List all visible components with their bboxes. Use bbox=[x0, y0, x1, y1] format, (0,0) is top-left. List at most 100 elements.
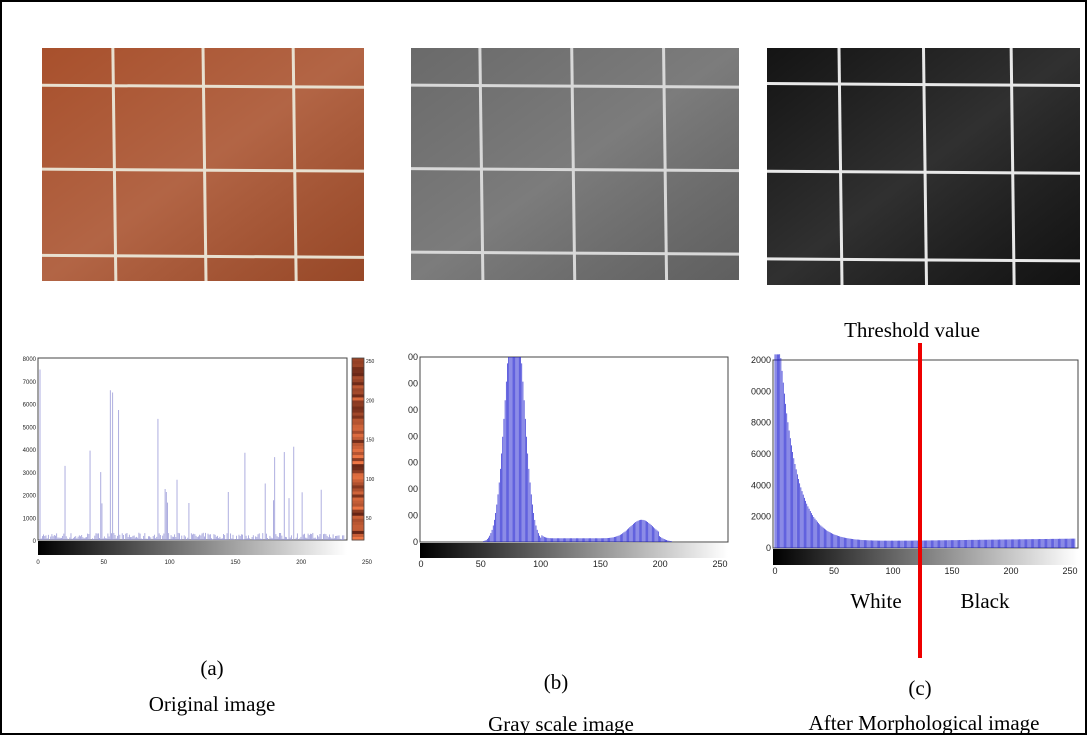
colorbar-stripe bbox=[352, 418, 364, 423]
x-tick-label: 0 bbox=[772, 566, 777, 576]
x-tick-label: 100 bbox=[165, 560, 176, 566]
colorbar-tick-label: 200 bbox=[366, 398, 375, 404]
colorbar-stripe bbox=[352, 436, 364, 441]
y-tick-label: 2000 bbox=[751, 512, 771, 522]
colorbar-stripe bbox=[352, 442, 364, 447]
grout bbox=[410, 167, 740, 173]
colorbar-stripe bbox=[352, 530, 364, 535]
plot-area bbox=[37, 357, 348, 541]
x-tick-label: 100 bbox=[885, 566, 900, 576]
colorbar-stripe bbox=[352, 367, 364, 371]
y-tick-label: 4000 bbox=[751, 480, 771, 490]
colorbar-stripe bbox=[352, 433, 364, 438]
histogram: 0 50 100 150 200 250 0 2000 4000 6000 8000 0000 2000 bbox=[751, 354, 1079, 576]
x-tick-label: 150 bbox=[593, 559, 608, 569]
x-tick-label: 250 bbox=[1062, 566, 1077, 576]
colorbar-stripe bbox=[352, 388, 364, 392]
colorbar-stripe bbox=[352, 461, 364, 465]
tile-photo bbox=[766, 47, 1081, 286]
grout bbox=[1009, 47, 1016, 286]
colorbar-stripe bbox=[352, 518, 364, 523]
panel-label: (b) bbox=[544, 670, 569, 694]
colorbar-stripe bbox=[352, 485, 364, 489]
panel-label: (a) bbox=[200, 656, 223, 680]
x-tick-label: 50 bbox=[100, 560, 107, 566]
colorbar-stripe bbox=[352, 376, 364, 380]
colorbar-stripe bbox=[352, 439, 364, 444]
colorbar-stripe bbox=[352, 445, 364, 450]
x-tick-label: 0 bbox=[418, 559, 423, 569]
y-tick-label: 4000 bbox=[23, 448, 37, 454]
x-tick-label: 50 bbox=[476, 559, 486, 569]
colorbar-stripe bbox=[352, 500, 364, 505]
colorbar-stripe bbox=[352, 406, 364, 411]
histogram: 0 50 100 150 200 250 0 1000 2000 3000 4000 5000 6000… bbox=[23, 357, 375, 566]
colorbar-frame bbox=[351, 357, 365, 541]
y-tick-label: 6000 bbox=[751, 449, 771, 459]
colorbar-stripe bbox=[352, 467, 364, 471]
tile-photo bbox=[41, 47, 365, 282]
grout bbox=[766, 257, 1081, 263]
x-tick-label: 0 bbox=[36, 560, 40, 566]
colorbar-stripe bbox=[352, 373, 364, 377]
panel-caption: Gray scale image bbox=[488, 712, 634, 735]
colorbar-stripe bbox=[352, 424, 364, 429]
colorbar-stripe bbox=[352, 482, 364, 486]
colorbar-stripe bbox=[352, 515, 364, 520]
y-tick-label: 0 bbox=[413, 537, 418, 547]
colorbar-stripe bbox=[352, 488, 364, 492]
colorbar-stripe bbox=[352, 403, 364, 408]
colorbar-stripe bbox=[352, 527, 364, 532]
colorbar-stripe bbox=[352, 421, 364, 426]
colorbar-stripe bbox=[352, 521, 364, 526]
y-tick-label: 8000 bbox=[23, 357, 37, 363]
x-tick-label: 150 bbox=[944, 566, 959, 576]
colorbar-stripe bbox=[352, 400, 364, 404]
plot-area bbox=[419, 356, 729, 543]
colorbar-stripe bbox=[352, 394, 364, 398]
colorbar-tick-label: 250 bbox=[366, 359, 375, 365]
colorbar-stripe bbox=[352, 455, 364, 459]
colorbar-stripe bbox=[352, 524, 364, 529]
colorbar-stripe bbox=[352, 497, 364, 502]
gray-ramp bbox=[420, 543, 728, 558]
grout bbox=[837, 47, 844, 286]
colorbar-stripe bbox=[352, 382, 364, 386]
y-tick-label: 7000 bbox=[23, 380, 37, 386]
plot-area bbox=[772, 359, 1079, 549]
colorbar-stripe bbox=[352, 415, 364, 420]
x-tick-label: 250 bbox=[362, 560, 373, 566]
colorbar-stripe bbox=[352, 358, 364, 362]
grout bbox=[41, 83, 365, 89]
colorbar-stripe bbox=[352, 391, 364, 395]
colorbar-stripe bbox=[352, 491, 364, 495]
colorbar-stripe bbox=[352, 509, 364, 514]
y-tick-label: 00 bbox=[408, 484, 418, 494]
colorbar-stripe bbox=[352, 364, 364, 368]
grout bbox=[410, 83, 740, 89]
y-tick-label: 1000 bbox=[23, 516, 37, 522]
colorbar-stripe bbox=[352, 397, 364, 401]
y-tick-label: 00 bbox=[408, 458, 418, 468]
x-tick-label: 50 bbox=[829, 566, 839, 576]
grout bbox=[922, 47, 928, 286]
gray-ramp bbox=[38, 541, 347, 555]
colorbar-tick-label: 50 bbox=[366, 516, 372, 522]
colorbar-stripe bbox=[352, 449, 364, 453]
x-tick-label: 250 bbox=[712, 559, 727, 569]
colorbar-stripe bbox=[352, 470, 364, 474]
colorbar-stripe bbox=[352, 430, 364, 435]
y-tick-label: 2000 bbox=[751, 355, 771, 365]
colorbar-stripe bbox=[352, 385, 364, 389]
x-tick-label: 200 bbox=[296, 560, 307, 566]
colorbar-stripe bbox=[352, 536, 364, 541]
grout bbox=[410, 250, 740, 256]
grout bbox=[41, 253, 365, 259]
y-tick-label: 0000 bbox=[751, 386, 771, 396]
colorbar-stripe bbox=[352, 533, 364, 538]
colorbar-stripe bbox=[352, 503, 364, 508]
colorbar-stripe bbox=[352, 464, 364, 468]
colorbar-stripe bbox=[352, 473, 364, 477]
colorbar-stripe bbox=[352, 409, 364, 414]
